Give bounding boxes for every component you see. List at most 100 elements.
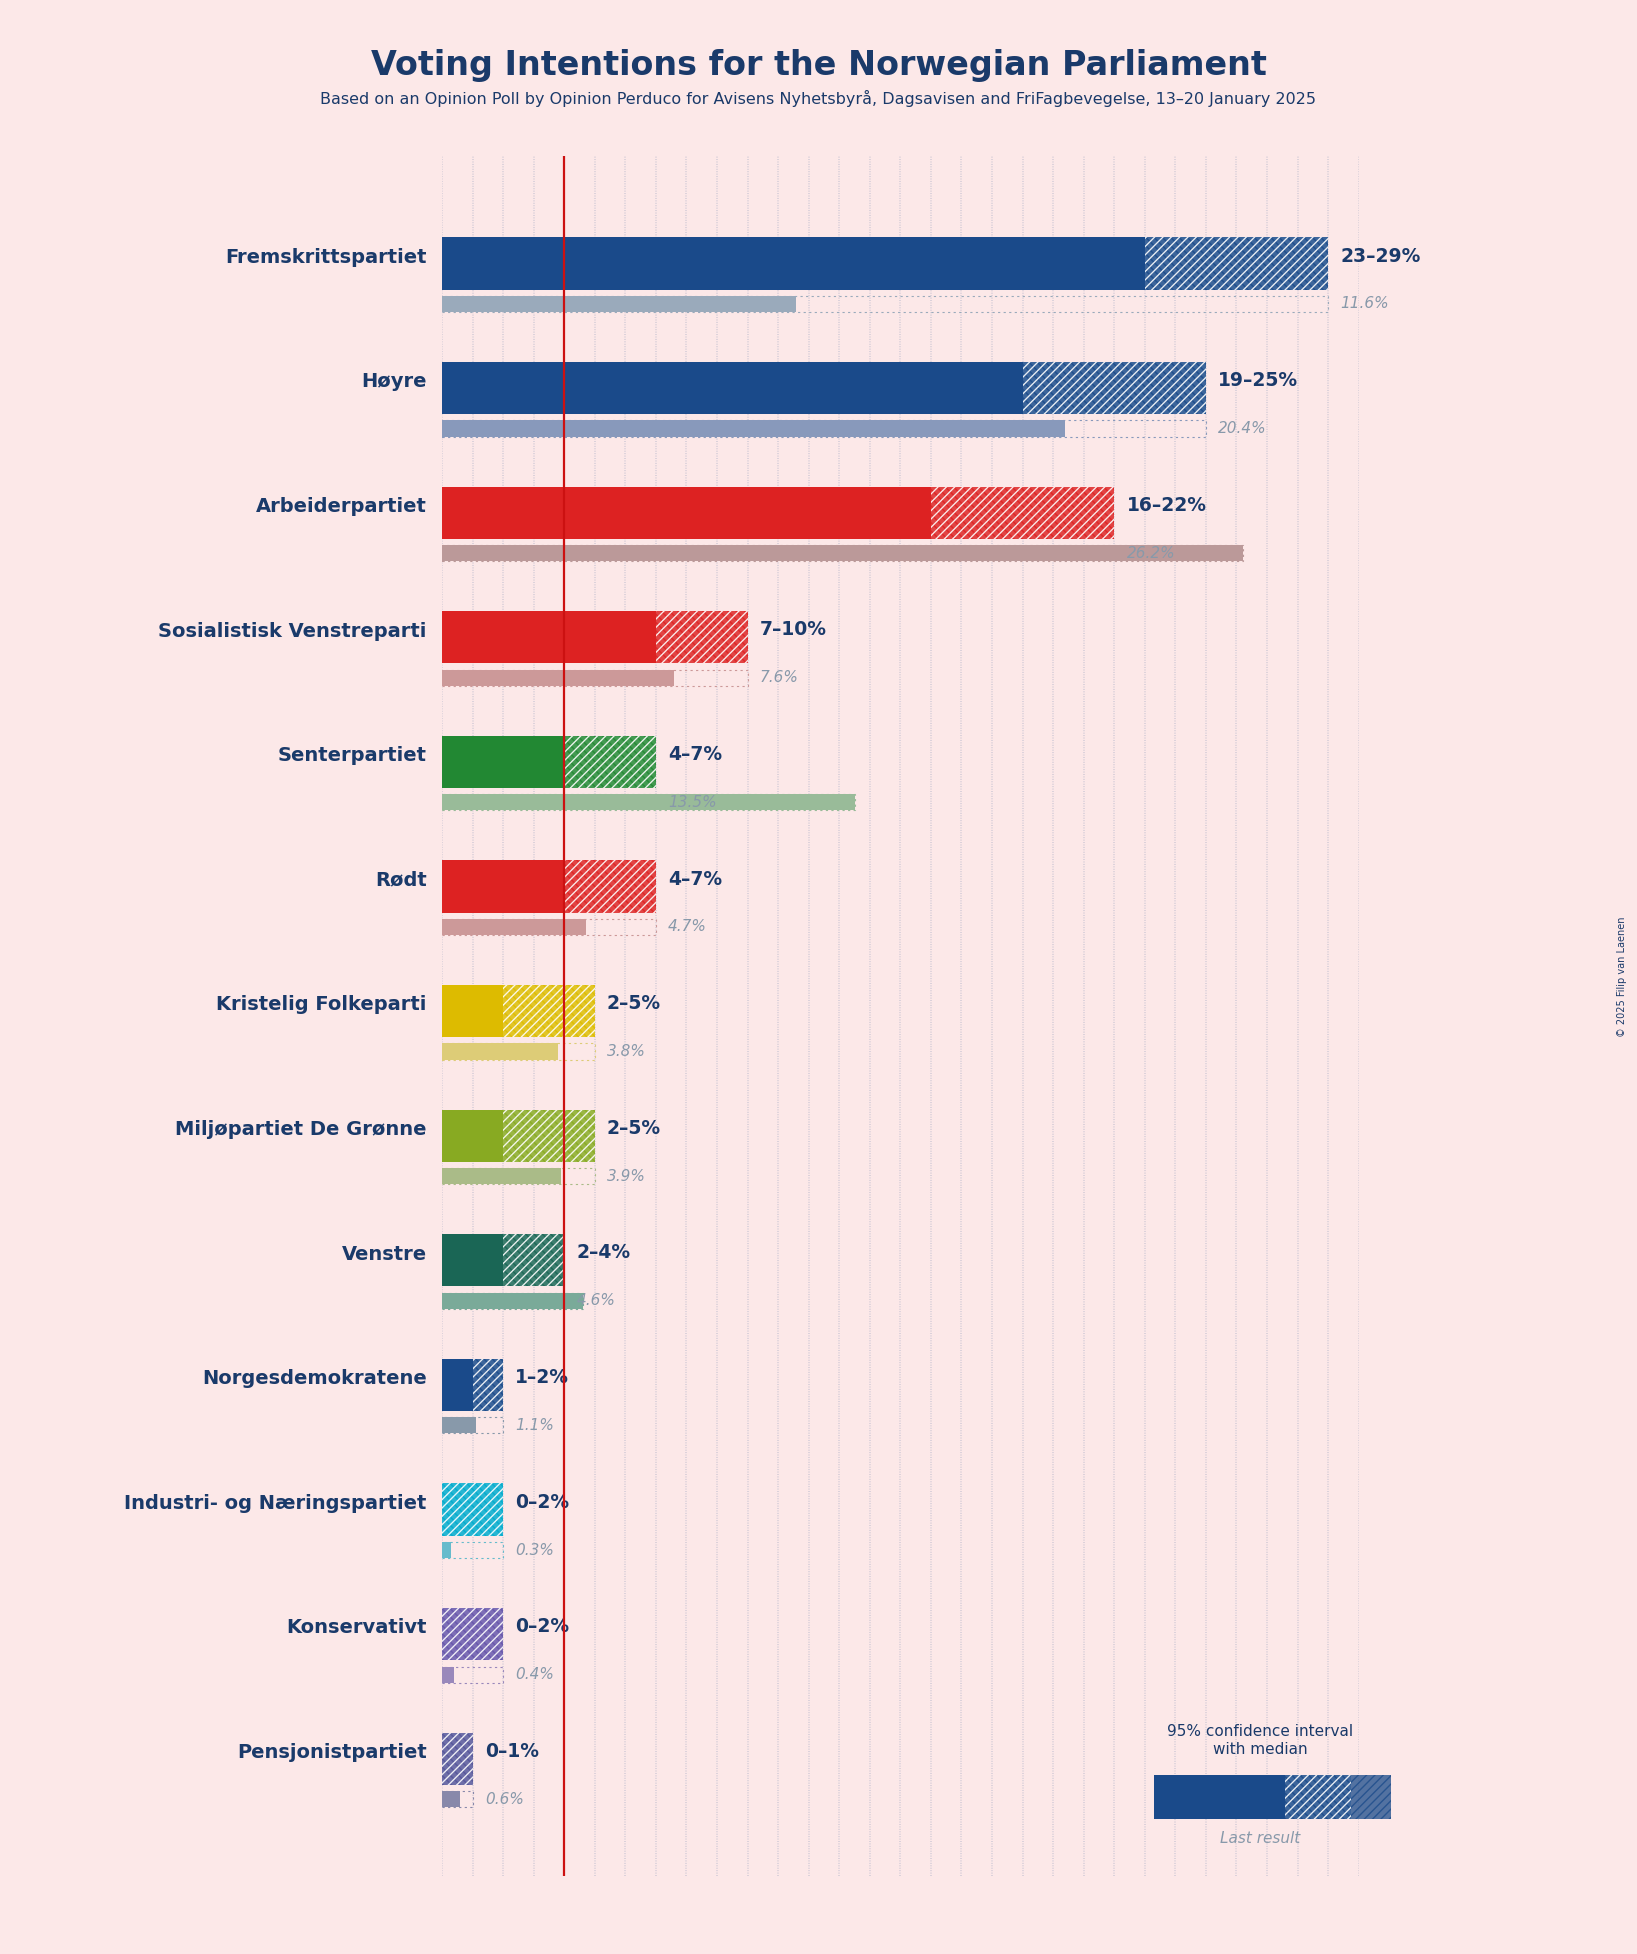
Text: 16–22%: 16–22% — [1126, 496, 1206, 514]
Bar — [442, 1483, 503, 1536]
Text: Fremskrittspartiet: Fremskrittspartiet — [226, 248, 427, 268]
Bar — [1285, 1774, 1351, 1819]
Bar — [565, 860, 656, 913]
Bar — [442, 918, 656, 936]
Bar — [442, 1733, 473, 1784]
Bar — [442, 737, 565, 787]
Bar — [442, 487, 931, 539]
Bar — [442, 1110, 503, 1163]
Bar — [473, 1358, 503, 1411]
Text: Kristelig Folkeparti: Kristelig Folkeparti — [216, 995, 427, 1014]
Bar — [1144, 236, 1328, 289]
Bar — [442, 612, 656, 664]
Bar — [503, 985, 594, 1038]
Text: 2–5%: 2–5% — [607, 1120, 661, 1137]
Text: 13.5%: 13.5% — [668, 795, 717, 809]
Bar — [442, 420, 1206, 436]
Text: 3.8%: 3.8% — [607, 1043, 647, 1059]
Bar — [565, 860, 656, 913]
Text: 1–2%: 1–2% — [516, 1368, 570, 1387]
Text: 1.1%: 1.1% — [516, 1419, 555, 1432]
Bar — [442, 420, 1066, 436]
Text: 0–2%: 0–2% — [516, 1618, 570, 1635]
Bar — [442, 1542, 503, 1557]
Text: Høyre: Høyre — [362, 373, 427, 391]
Text: Rødt: Rødt — [375, 871, 427, 889]
Bar — [503, 1235, 565, 1286]
Bar — [442, 1417, 476, 1434]
Bar — [442, 1358, 473, 1411]
Bar — [442, 1235, 503, 1286]
Text: 0–1%: 0–1% — [485, 1741, 539, 1761]
Bar — [442, 295, 797, 313]
Bar — [931, 487, 1115, 539]
Text: 4.6%: 4.6% — [576, 1294, 616, 1309]
Bar — [442, 1792, 473, 1807]
Bar — [442, 1608, 503, 1661]
Bar — [442, 793, 855, 811]
Text: 4.7%: 4.7% — [668, 920, 707, 934]
Bar — [1351, 1774, 1391, 1819]
Bar — [442, 1043, 594, 1059]
Text: Venstre: Venstre — [342, 1245, 427, 1264]
Text: 3.9%: 3.9% — [607, 1168, 647, 1184]
Bar — [565, 860, 656, 913]
Text: 0.6%: 0.6% — [485, 1792, 524, 1807]
Bar — [442, 1294, 583, 1309]
Bar — [442, 1483, 503, 1536]
Bar — [442, 1733, 473, 1784]
Bar — [656, 612, 748, 664]
Bar — [931, 487, 1115, 539]
Bar — [503, 1110, 594, 1163]
Bar — [442, 670, 748, 686]
Text: Senterpartiet: Senterpartiet — [278, 746, 427, 766]
Bar — [442, 295, 1328, 313]
Bar — [503, 1235, 565, 1286]
Bar — [442, 1608, 503, 1661]
Bar — [442, 1043, 558, 1059]
Text: 95% confidence interval
with median: 95% confidence interval with median — [1167, 1723, 1354, 1757]
Bar — [1144, 236, 1328, 289]
Text: Sosialistisk Venstreparti: Sosialistisk Venstreparti — [159, 621, 427, 641]
Bar — [442, 1483, 503, 1536]
Text: 7–10%: 7–10% — [760, 619, 827, 639]
Bar — [503, 1235, 565, 1286]
Text: 4–7%: 4–7% — [668, 744, 722, 764]
Text: Voting Intentions for the Norwegian Parliament: Voting Intentions for the Norwegian Parl… — [370, 49, 1267, 82]
Bar — [442, 985, 503, 1038]
Bar — [442, 545, 1242, 561]
Text: 0.3%: 0.3% — [516, 1542, 555, 1557]
Bar — [565, 737, 656, 787]
Text: Industri- og Næringspartiet: Industri- og Næringspartiet — [124, 1493, 427, 1512]
Bar — [1154, 1774, 1285, 1819]
Bar — [931, 487, 1115, 539]
Text: 2–5%: 2–5% — [607, 995, 661, 1012]
Bar — [503, 985, 594, 1038]
Text: 2–4%: 2–4% — [576, 1243, 630, 1262]
Text: 0.4%: 0.4% — [516, 1667, 555, 1682]
Bar — [503, 985, 594, 1038]
Text: 26.2%: 26.2% — [1126, 545, 1175, 561]
Bar — [656, 612, 748, 664]
Bar — [442, 1417, 503, 1434]
Text: © 2025 Filip van Laenen: © 2025 Filip van Laenen — [1617, 916, 1627, 1038]
Bar — [1285, 1774, 1351, 1819]
Text: 20.4%: 20.4% — [1218, 420, 1267, 436]
Bar — [442, 1168, 594, 1184]
Text: 7.6%: 7.6% — [760, 670, 799, 686]
Bar — [1023, 361, 1206, 414]
Text: Norgesdemokratene: Norgesdemokratene — [201, 1370, 427, 1387]
Bar — [442, 860, 565, 913]
Bar — [442, 1667, 453, 1682]
Bar — [442, 1667, 503, 1682]
Bar — [1285, 1774, 1351, 1819]
Bar — [565, 737, 656, 787]
Bar — [565, 737, 656, 787]
Bar — [473, 1358, 503, 1411]
Text: 0–2%: 0–2% — [516, 1493, 570, 1512]
Bar — [1023, 361, 1206, 414]
Text: 4–7%: 4–7% — [668, 870, 722, 889]
Bar — [473, 1358, 503, 1411]
Bar — [442, 1608, 503, 1661]
Text: Miljøpartiet De Grønne: Miljøpartiet De Grønne — [175, 1120, 427, 1139]
